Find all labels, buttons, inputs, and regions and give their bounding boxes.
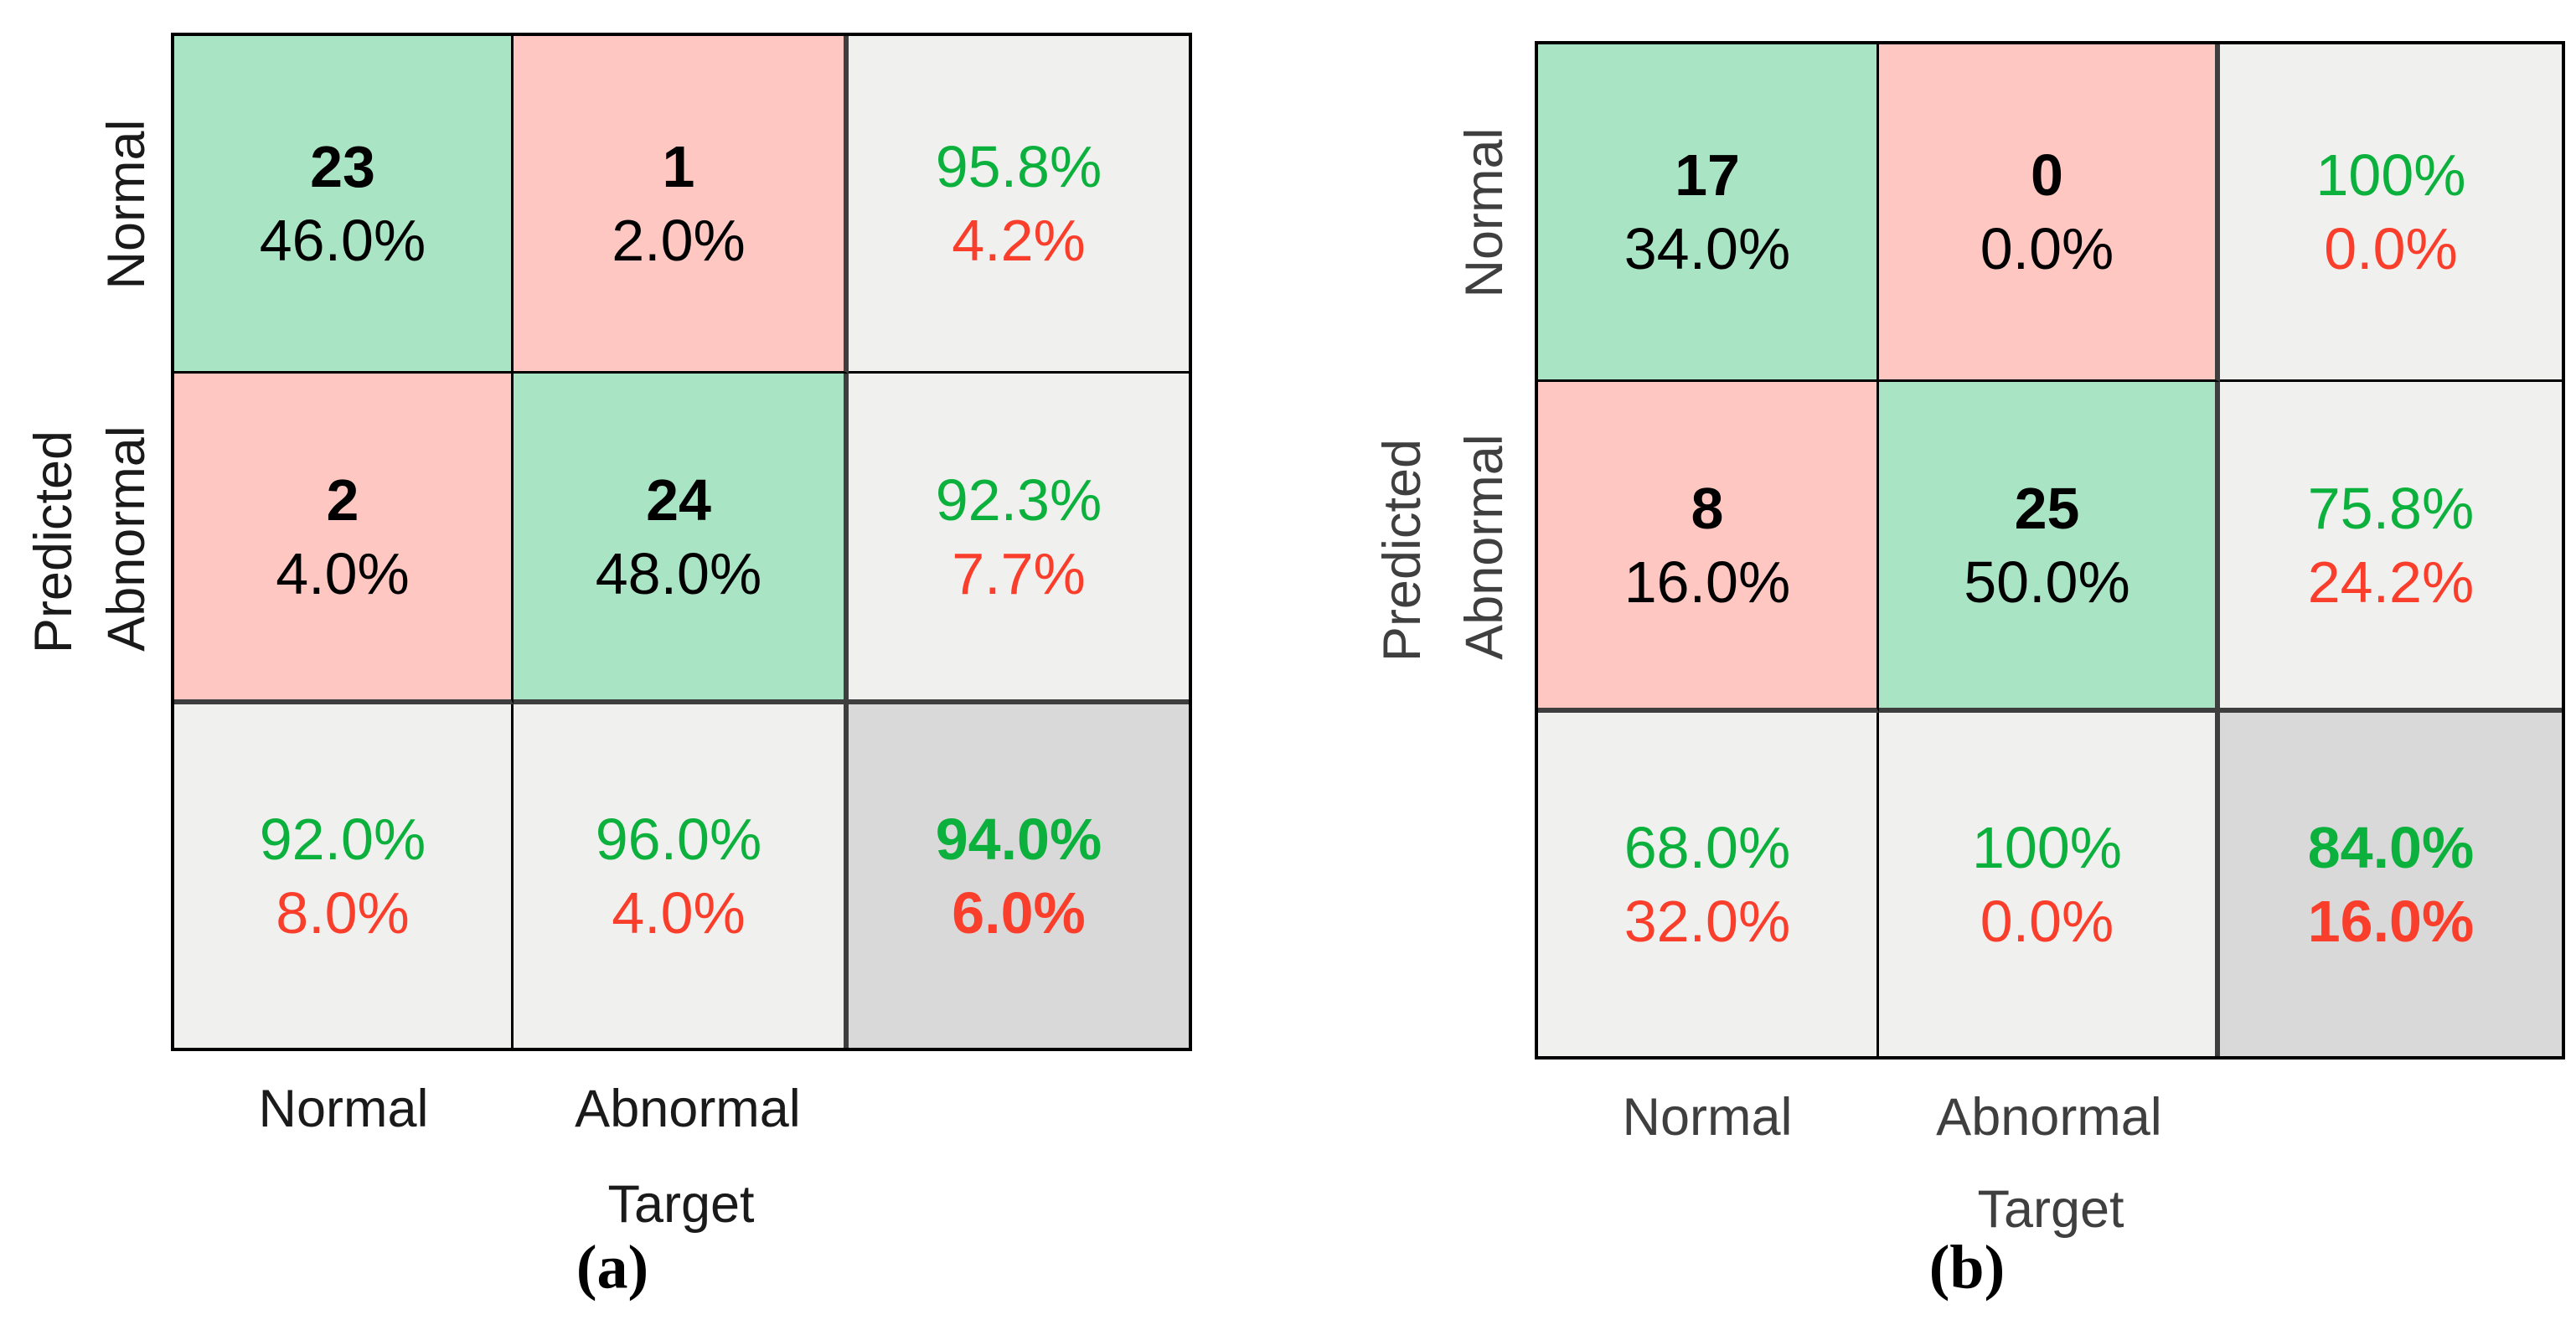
y-tick-abnormal-b: Abnormal bbox=[1455, 434, 1514, 660]
cell-a-r2c1: 2 4.0% bbox=[174, 374, 514, 704]
cell-a-r1c1: 23 46.0% bbox=[174, 36, 514, 374]
cell-count: 0 bbox=[2031, 142, 2063, 208]
cell-count: 23 bbox=[310, 134, 375, 199]
cell-percent: 50.0% bbox=[1964, 549, 2130, 615]
x-tick-abnormal-a: Abnormal bbox=[575, 1080, 801, 1138]
x-tick-normal-b: Normal bbox=[1622, 1088, 1793, 1147]
x-tick-normal-a: Normal bbox=[258, 1080, 429, 1138]
cell-b-r1c1: 17 34.0% bbox=[1538, 44, 1879, 382]
summary-success-percent: 92.3% bbox=[935, 467, 1102, 533]
summary-success-percent: 100% bbox=[2315, 142, 2466, 208]
y-tick-abnormal-a: Abnormal bbox=[97, 425, 156, 652]
cell-a-r3c3-overall: 94.0% 6.0% bbox=[849, 704, 1189, 1048]
x-tick-abnormal-b: Abnormal bbox=[1936, 1088, 2162, 1147]
cell-count: 25 bbox=[2014, 475, 2080, 541]
cell-b-r3c2-col-summary: 100% 0.0% bbox=[1879, 713, 2220, 1056]
confusion-matrix-b: 17 34.0% 0 0.0% 100% 0.0% 8 16.0% 25 50.… bbox=[1535, 41, 2565, 1059]
summary-success-percent: 68.0% bbox=[1624, 815, 1791, 880]
cell-percent: 48.0% bbox=[595, 540, 762, 606]
confusion-matrix-a: 23 46.0% 1 2.0% 95.8% 4.2% 2 4.0% 24 48.… bbox=[171, 33, 1192, 1051]
cell-a-r3c1-col-summary: 92.0% 8.0% bbox=[174, 704, 514, 1048]
x-axis-label-b: Target bbox=[1977, 1180, 2124, 1239]
y-axis-label-b: Predicted bbox=[1373, 438, 1432, 662]
y-tick-normal-b: Normal bbox=[1455, 127, 1514, 298]
overall-accuracy-percent: 84.0% bbox=[2307, 815, 2475, 880]
cell-b-r3c3-overall: 84.0% 16.0% bbox=[2220, 713, 2562, 1056]
cell-percent: 16.0% bbox=[1624, 549, 1791, 615]
cell-a-r2c2: 24 48.0% bbox=[514, 374, 849, 704]
cell-percent: 2.0% bbox=[612, 208, 746, 273]
summary-error-percent: 4.2% bbox=[952, 208, 1086, 273]
cell-count: 8 bbox=[1691, 475, 1724, 541]
y-axis-label-a: Predicted bbox=[24, 430, 83, 654]
cell-b-r2c2: 25 50.0% bbox=[1879, 382, 2220, 713]
cell-a-r1c3-row-summary: 95.8% 4.2% bbox=[849, 36, 1189, 374]
cell-count: 1 bbox=[662, 134, 695, 199]
cell-a-r1c2: 1 2.0% bbox=[514, 36, 849, 374]
cell-percent: 0.0% bbox=[1980, 216, 2114, 281]
x-axis-label-a: Target bbox=[607, 1175, 755, 1234]
summary-success-percent: 100% bbox=[1971, 815, 2123, 880]
y-tick-normal-a: Normal bbox=[97, 119, 156, 290]
cell-b-r1c3-row-summary: 100% 0.0% bbox=[2220, 44, 2562, 382]
summary-error-percent: 7.7% bbox=[952, 540, 1086, 606]
cell-b-r3c1-col-summary: 68.0% 32.0% bbox=[1538, 713, 1879, 1056]
cell-b-r1c2: 0 0.0% bbox=[1879, 44, 2220, 382]
cell-percent: 4.0% bbox=[276, 540, 410, 606]
summary-success-percent: 95.8% bbox=[935, 134, 1102, 199]
summary-error-percent: 8.0% bbox=[276, 880, 410, 946]
summary-error-percent: 0.0% bbox=[1980, 889, 2114, 954]
cell-a-r3c2-col-summary: 96.0% 4.0% bbox=[514, 704, 849, 1048]
cell-b-r2c3-row-summary: 75.8% 24.2% bbox=[2220, 382, 2562, 713]
cell-b-r2c1: 8 16.0% bbox=[1538, 382, 1879, 713]
cell-count: 2 bbox=[326, 467, 359, 533]
summary-success-percent: 92.0% bbox=[259, 807, 426, 872]
summary-error-percent: 0.0% bbox=[2324, 216, 2458, 281]
summary-error-percent: 24.2% bbox=[2307, 549, 2475, 615]
caption-b: (b) bbox=[1928, 1233, 2006, 1302]
cell-percent: 46.0% bbox=[259, 208, 426, 273]
summary-error-percent: 32.0% bbox=[1624, 889, 1791, 954]
summary-error-percent: 4.0% bbox=[612, 880, 746, 946]
overall-error-percent: 6.0% bbox=[952, 880, 1086, 946]
cell-percent: 34.0% bbox=[1624, 216, 1791, 281]
cell-count: 24 bbox=[646, 467, 711, 533]
summary-success-percent: 75.8% bbox=[2307, 475, 2475, 541]
caption-a: (a) bbox=[576, 1233, 649, 1302]
cell-count: 17 bbox=[1675, 142, 1740, 208]
cell-a-r2c3-row-summary: 92.3% 7.7% bbox=[849, 374, 1189, 704]
summary-success-percent: 96.0% bbox=[595, 807, 762, 872]
overall-error-percent: 16.0% bbox=[2307, 889, 2475, 954]
overall-accuracy-percent: 94.0% bbox=[935, 807, 1102, 872]
